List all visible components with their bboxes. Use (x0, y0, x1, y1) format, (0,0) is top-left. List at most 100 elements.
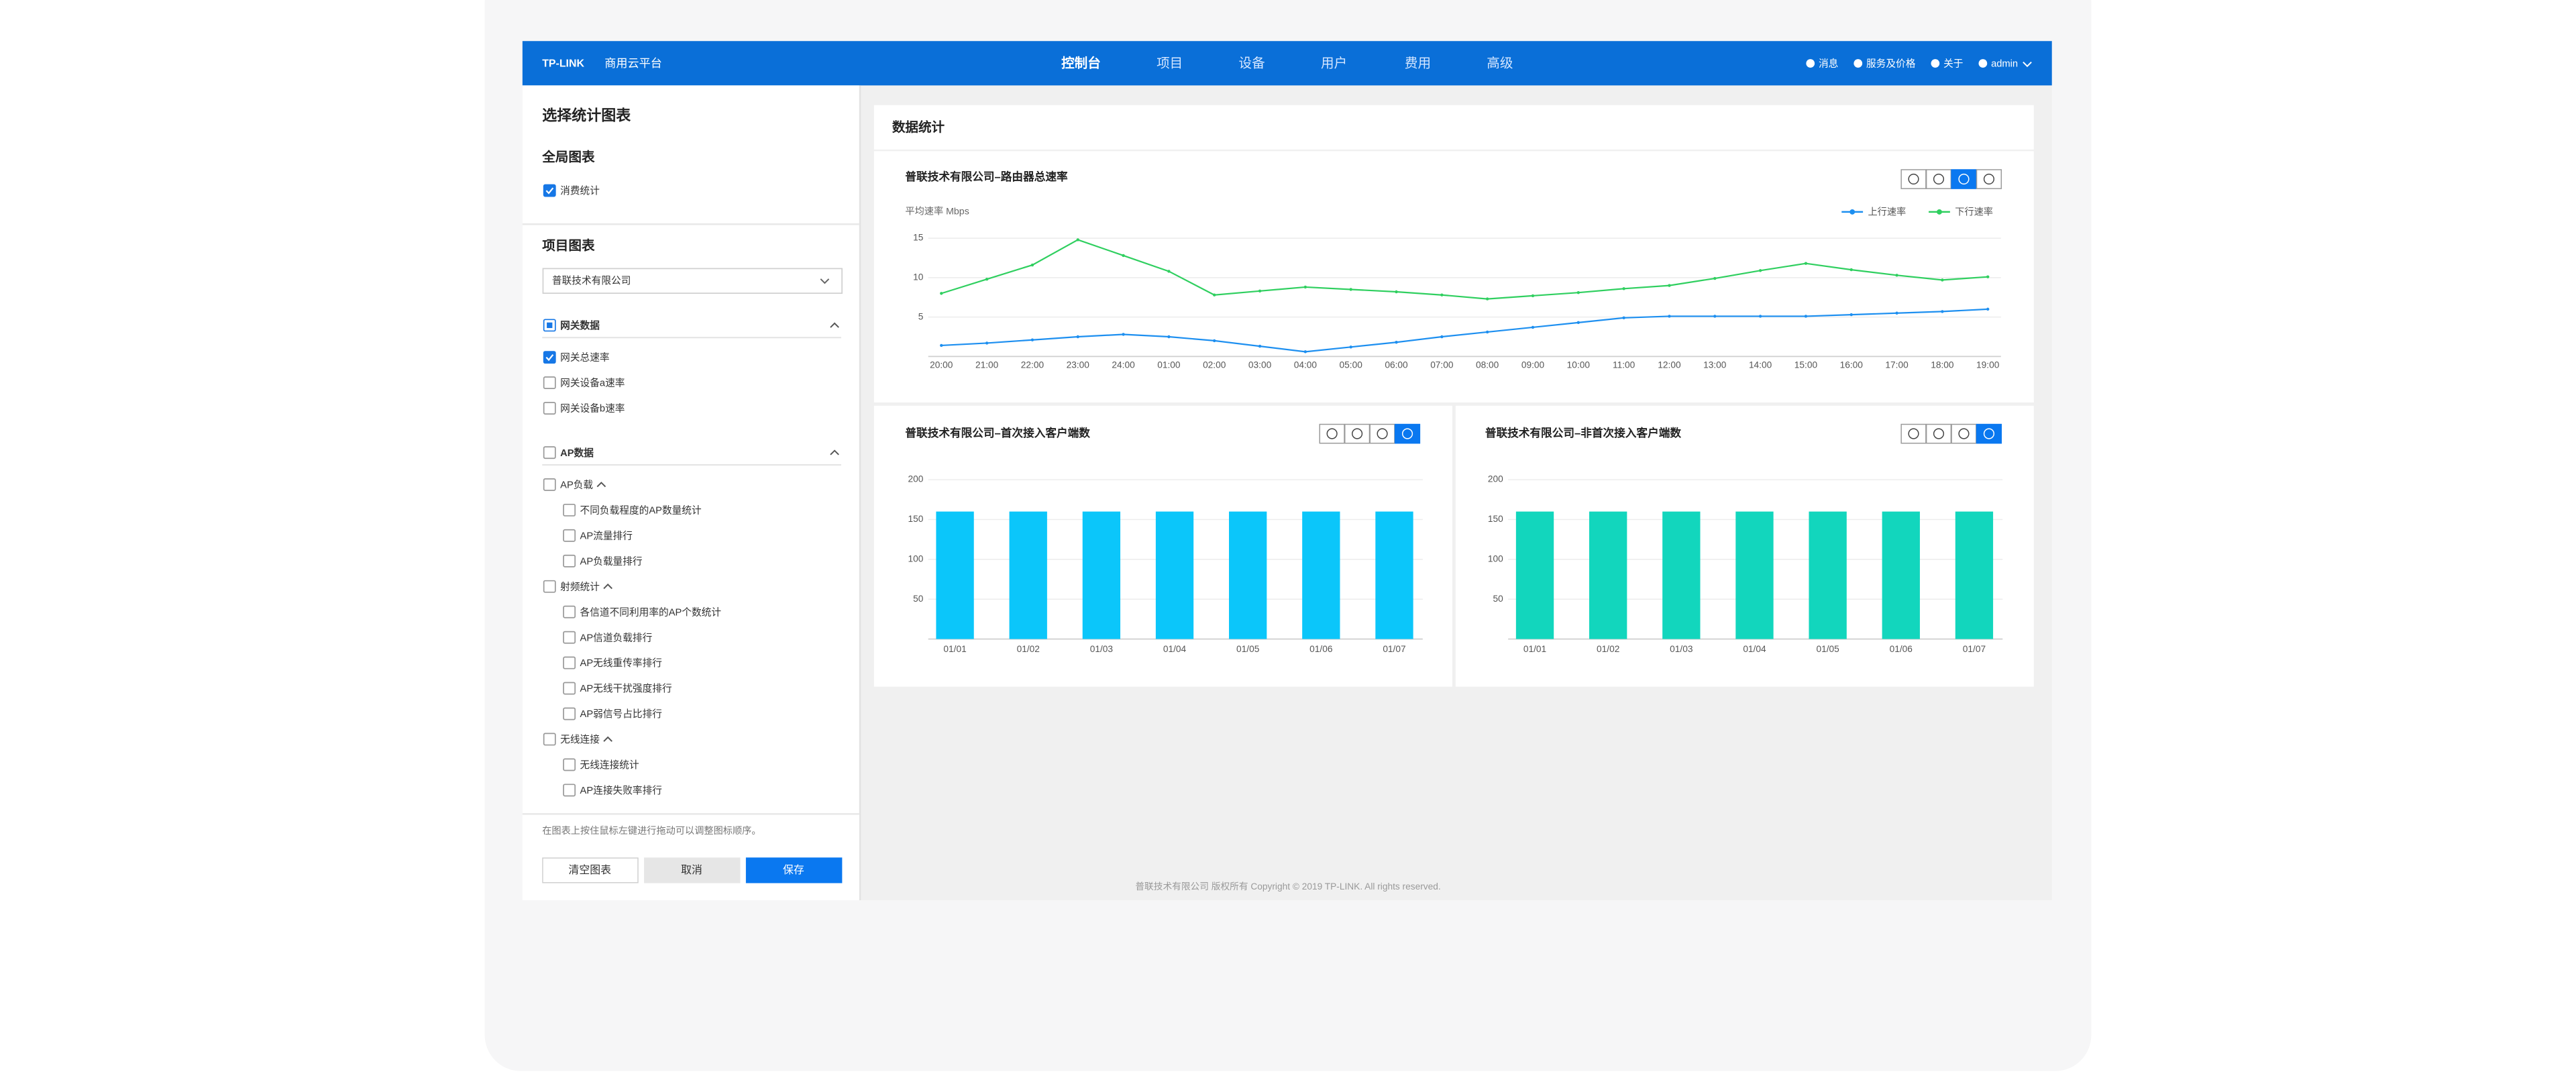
view-toggle[interactable] (1951, 423, 1977, 444)
button[interactable] (542, 857, 639, 883)
option-label[interactable]: AP负载 (560, 480, 593, 491)
option-label[interactable]: 各信道不同利用率的AP个数统计 (580, 606, 722, 618)
x-tick-label: 17:00 (1885, 360, 1909, 370)
checkbox[interactable] (543, 478, 556, 491)
view-toggle[interactable] (1344, 423, 1371, 444)
option-label[interactable]: 网关设备a速率 (560, 378, 625, 389)
view-toggle[interactable] (1900, 169, 1927, 189)
top-link[interactable]: 消息 (1819, 58, 1838, 69)
checkbox[interactable] (543, 402, 556, 415)
button-label[interactable]: 保存 (783, 864, 804, 876)
axis-title: 平均速率 Mbps (905, 206, 969, 217)
x-tick-label: 01/02 (1597, 644, 1619, 654)
checkbox[interactable] (563, 656, 576, 669)
partial-mark (547, 322, 553, 329)
option-label[interactable]: 无线连接统计 (580, 759, 639, 771)
checkbox[interactable] (543, 580, 556, 593)
chevron[interactable] (2023, 61, 2032, 68)
checkbox[interactable] (563, 758, 576, 771)
point (1303, 350, 1307, 354)
checkbox[interactable] (563, 605, 576, 618)
view-toggle[interactable] (1976, 169, 2002, 189)
checkbox[interactable] (563, 784, 576, 797)
point (1258, 289, 1262, 293)
checkbox[interactable] (543, 184, 556, 197)
option-label[interactable]: 网关设备b速率 (560, 403, 625, 415)
x-tick-label: 10:00 (1567, 360, 1591, 370)
y-tick-label: 50 (913, 594, 924, 604)
point (1076, 238, 1079, 241)
chevron[interactable] (830, 449, 839, 455)
view-toggle[interactable] (1925, 423, 1952, 444)
option-label[interactable]: AP流量排行 (580, 530, 633, 541)
view-toggle[interactable] (1394, 423, 1421, 444)
option-label[interactable]: AP弱信号占比排行 (580, 708, 663, 720)
nav-item[interactable]: 费用 (1405, 56, 1431, 71)
nav-item[interactable]: 项目 (1157, 56, 1183, 71)
x-tick-label: 01/02 (1017, 644, 1040, 654)
checkbox[interactable] (563, 529, 576, 542)
point (1576, 290, 1580, 294)
x-tick-label: 11:00 (1613, 360, 1635, 370)
option-label[interactable]: AP连接失败率排行 (580, 785, 663, 796)
checkbox[interactable] (543, 376, 556, 390)
checkbox[interactable] (563, 503, 576, 517)
nav-item[interactable]: 高级 (1487, 56, 1513, 71)
checkbox[interactable] (563, 631, 576, 644)
checkbox[interactable] (563, 707, 576, 720)
option-label[interactable]: AP负载量排行 (580, 555, 643, 567)
option-label[interactable]: 消费统计 (560, 185, 600, 197)
option-label[interactable]: 射频统计 (560, 581, 600, 592)
y-tick-label: 50 (1493, 594, 1504, 604)
top-link[interactable]: 服务及价格 (1866, 58, 1916, 69)
button[interactable] (644, 857, 741, 883)
nav-item[interactable]: 设备 (1239, 56, 1266, 71)
chevron[interactable] (603, 736, 612, 742)
view-toggle[interactable] (1976, 423, 2002, 444)
checkbox[interactable] (563, 682, 576, 695)
point (1213, 293, 1216, 297)
point (985, 341, 989, 345)
option-label[interactable]: AP无线重传率排行 (580, 657, 663, 669)
button[interactable] (745, 857, 843, 883)
chevron[interactable] (830, 322, 839, 328)
project-select[interactable] (542, 268, 843, 294)
y-tick-label: 150 (1488, 514, 1503, 524)
checkbox[interactable] (543, 446, 556, 460)
group-label[interactable]: 网关数据 (560, 319, 600, 331)
button-label[interactable]: 取消 (681, 864, 702, 876)
option-label[interactable]: AP无线干扰强度排行 (580, 683, 672, 694)
view-icon (1933, 428, 1945, 439)
point (1349, 345, 1352, 349)
x-tick-label: 13:00 (1703, 360, 1727, 370)
nav-item[interactable]: 控制台 (1061, 56, 1101, 71)
chevron[interactable] (820, 278, 830, 284)
button-label[interactable]: 清空图表 (568, 864, 611, 876)
x-tick-label: 01/07 (1383, 644, 1405, 654)
option-label[interactable]: AP信道负载排行 (580, 632, 653, 643)
x-tick-label: 24:00 (1112, 360, 1135, 370)
top-link[interactable]: admin (1991, 58, 2018, 69)
view-toggle[interactable] (1925, 169, 1952, 189)
view-icon (1908, 428, 1919, 439)
checkbox[interactable] (543, 733, 556, 746)
chevron[interactable] (603, 583, 612, 590)
checkbox[interactable] (563, 554, 576, 568)
bar (1735, 511, 1774, 639)
view-toggle[interactable] (1319, 423, 1345, 444)
option-label[interactable]: 不同负载程度的AP数量统计 (580, 504, 702, 516)
x-tick-label: 01/06 (1890, 644, 1913, 654)
checkbox[interactable] (543, 351, 556, 364)
top-link[interactable]: 关于 (1943, 58, 1963, 69)
point (1849, 313, 1853, 317)
view-toggle[interactable] (1900, 423, 1927, 444)
view-toggle[interactable] (1369, 423, 1395, 444)
nav-item[interactable]: 用户 (1321, 56, 1347, 71)
option-label[interactable]: 无线连接 (560, 734, 600, 745)
group-label[interactable]: AP数据 (560, 447, 594, 459)
option-label[interactable]: 网关总速率 (560, 352, 609, 364)
chevron[interactable] (596, 482, 606, 488)
view-toggle[interactable] (1951, 169, 1977, 189)
